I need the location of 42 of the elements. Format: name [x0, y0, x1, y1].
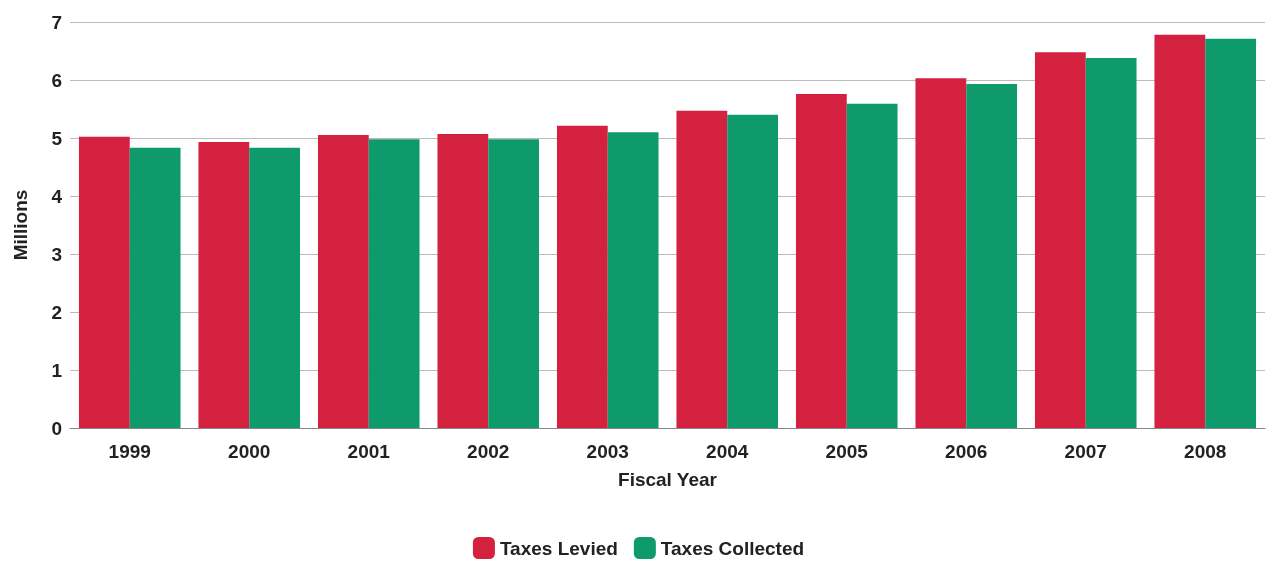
- bar: [846, 103, 898, 428]
- bar: [676, 110, 728, 428]
- x-tick-label: 2003: [586, 441, 629, 462]
- legend-label: Taxes Levied: [499, 537, 618, 559]
- y-tick-label: 4: [51, 185, 63, 207]
- bar: [488, 139, 540, 428]
- y-tick-label: 5: [51, 127, 63, 149]
- bar: [1154, 34, 1206, 428]
- y-tick-label: 1: [51, 359, 63, 381]
- y-tick-label: 7: [51, 11, 62, 33]
- y-axis-title: Millions: [10, 189, 31, 261]
- bar: [368, 139, 420, 428]
- x-tick-label: 2001: [347, 441, 391, 462]
- bar: [556, 125, 608, 428]
- bar: [1085, 57, 1137, 428]
- x-tick-label: 2002: [467, 441, 510, 462]
- bar: [1034, 52, 1086, 428]
- x-tick-label: 2005: [825, 441, 869, 462]
- x-tick-label: 2008: [1184, 441, 1227, 462]
- y-tick-label: 0: [51, 417, 62, 439]
- bar: [317, 135, 369, 428]
- legend-label: Taxes Collected: [660, 537, 805, 559]
- x-axis-title: Fiscal Year: [618, 469, 718, 490]
- bar: [795, 93, 847, 428]
- y-tick-label: 3: [51, 243, 62, 265]
- bar: [129, 147, 181, 428]
- bar: [198, 142, 250, 428]
- bar: [727, 114, 779, 428]
- y-tick-label: 6: [51, 69, 62, 91]
- x-tick-label: 2004: [706, 441, 749, 462]
- bar: [78, 136, 130, 428]
- bar: [437, 133, 489, 428]
- x-tick-label: 2007: [1064, 441, 1107, 462]
- x-tick-label: 2006: [945, 441, 988, 462]
- y-tick-label: 2: [51, 301, 62, 323]
- bar: [966, 84, 1018, 428]
- x-tick-label: 2000: [228, 441, 271, 462]
- bar: [607, 132, 659, 428]
- bar: [915, 78, 967, 428]
- bar: [249, 147, 301, 428]
- bar: [1205, 38, 1257, 428]
- x-tick-label: 1999: [108, 441, 151, 462]
